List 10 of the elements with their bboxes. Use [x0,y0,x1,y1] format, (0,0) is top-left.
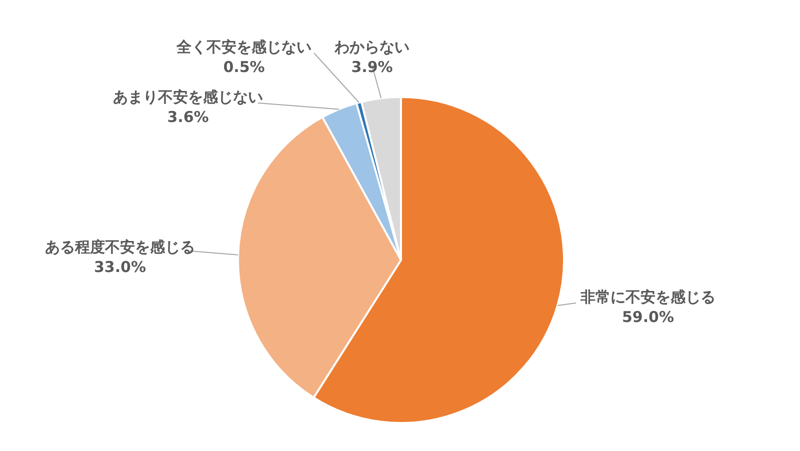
slice-label: あまり不安を感じない [113,88,263,106]
slice-label: わからない [334,38,410,56]
slice-label: 非常に不安を感じる [580,288,716,306]
data-label: 3.9% [351,58,393,76]
slice-label: 全く不安を感じない [176,38,312,56]
data-label: 0.5% [223,58,265,76]
slice-label: ある程度不安を感じる [45,238,195,256]
data-label: 33.0% [94,258,146,276]
data-label: 59.0% [622,308,674,326]
data-label: 3.6% [167,108,209,126]
